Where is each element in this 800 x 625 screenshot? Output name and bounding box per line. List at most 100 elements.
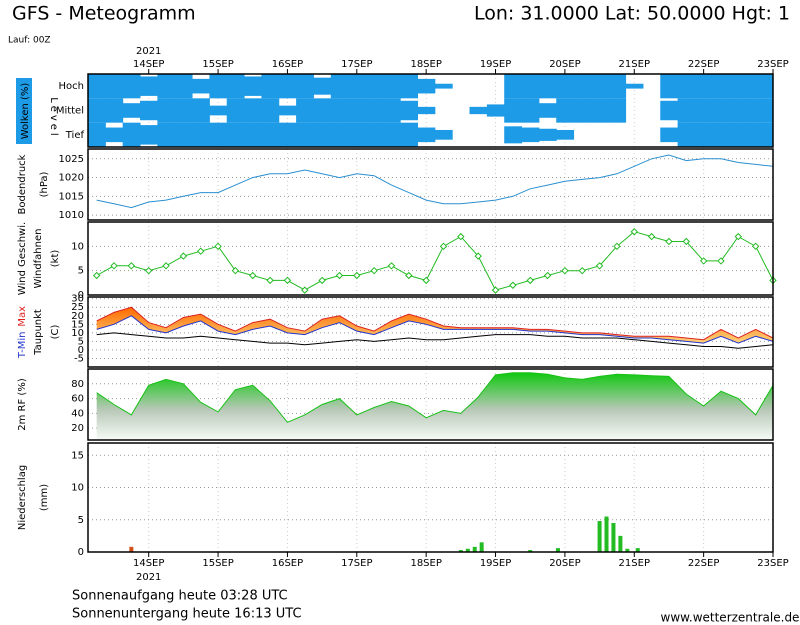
marker [179,252,188,260]
cloud-cell [521,98,540,123]
cloud-cell [660,127,679,143]
marker [214,242,222,251]
bar [597,521,602,552]
cloud-cell [556,74,575,99]
y-tick-label: 1010 [59,210,84,221]
series-line [96,154,774,209]
marker [266,276,274,285]
x-tick-label-top: 21SEP [619,59,650,70]
x-tick-label-top: 22SEP [688,59,719,70]
cloud-cell [261,98,280,123]
y-unit: (mm) [39,484,50,511]
cloud-cell [382,122,401,147]
marker [699,257,708,265]
cloud-cell [278,105,297,116]
bar [458,550,463,552]
cloud-cell [538,74,557,99]
cloud-cell [244,122,262,147]
marker [665,237,673,246]
cloud-cell [764,122,774,147]
marker [526,276,534,285]
bar [618,535,623,552]
cloud-cell [521,127,540,143]
x-tick-label-bottom: 21SEP [619,558,650,569]
cloud-cell [573,98,592,123]
cloud-cell [573,74,592,99]
y-tick-label: 10 [71,328,84,339]
panel-border [87,442,774,553]
marker [543,271,552,280]
y-tick-label: 30 [71,294,84,305]
cloud-cell [729,98,748,123]
cloud-cell [209,74,228,99]
panel-bg [88,222,773,295]
cloud-cell [174,74,193,99]
marker [613,242,621,251]
x-tick-label-bottom: 19SEP [480,558,511,569]
sunset: Sonnenuntergang heute 16:13 UTC [72,607,302,622]
bar [604,516,609,552]
y-tick-label: 20 [71,311,84,322]
cloud-cell [88,98,106,123]
series-name: Taupunkt [33,309,44,356]
series-name: Max [17,306,28,327]
cloud-cell [278,74,297,99]
marker [717,257,725,265]
marker [474,252,482,260]
cloud-cell [157,122,176,147]
x-tick-label-top: 17SEP [341,59,372,70]
cloud-cell [174,98,193,123]
cloud-cell [504,98,523,123]
bar [625,548,630,552]
y-tick-label: 20 [71,423,84,434]
label-box [16,78,32,144]
y-tick-label: 15 [71,319,84,330]
cloud-cell [400,100,418,121]
bar [555,548,560,552]
cloud-cell [677,122,696,147]
level-name: Mittel [56,106,84,117]
bar [528,550,533,552]
x-tick-label-top: 14SEP [133,59,164,70]
y-tick-label: 80 [71,379,84,390]
panel-border [87,221,774,296]
cloud-cell [122,103,141,118]
marker [561,266,569,275]
cloud-cell [590,98,609,123]
temp-band [96,307,773,344]
x-tick-label-bottom: 16SEP [272,558,303,569]
cloud-cell [504,74,523,99]
x-tick-label-top: 19SEP [480,59,511,70]
marker [301,286,309,294]
marker [491,286,500,294]
cloud-cell [746,74,765,99]
y-unit: (kt) [50,250,61,268]
cloud-cell [608,98,627,123]
marker [509,281,517,289]
y-label: Bodendruck [17,154,28,214]
bar [129,546,134,552]
cloud-cell [677,74,696,99]
y-label: Niederschlag [17,465,28,530]
cloud-cell [400,122,418,147]
cloud-cell [105,127,124,143]
source: www.wetterzentrale.de [661,611,800,625]
cloud-cell [296,122,314,147]
x-tick-label-bottom: 17SEP [341,558,372,569]
cloud-cell [209,122,228,147]
cloud-cell [88,122,106,147]
marker [387,262,396,270]
x-tick-label-top: 23SEP [757,59,788,70]
cloud-cell [608,74,627,99]
level-name: Tief [65,130,85,141]
x-tick-label-top: 15SEP [202,59,233,70]
cloud-cell [192,122,210,147]
series-line [96,231,774,291]
y-label: Windfahnen [33,229,44,289]
marker [92,271,101,280]
y-tick-label: 5 [78,515,84,526]
marker [370,266,378,275]
marker [231,266,240,275]
cloud-cell [556,129,575,140]
